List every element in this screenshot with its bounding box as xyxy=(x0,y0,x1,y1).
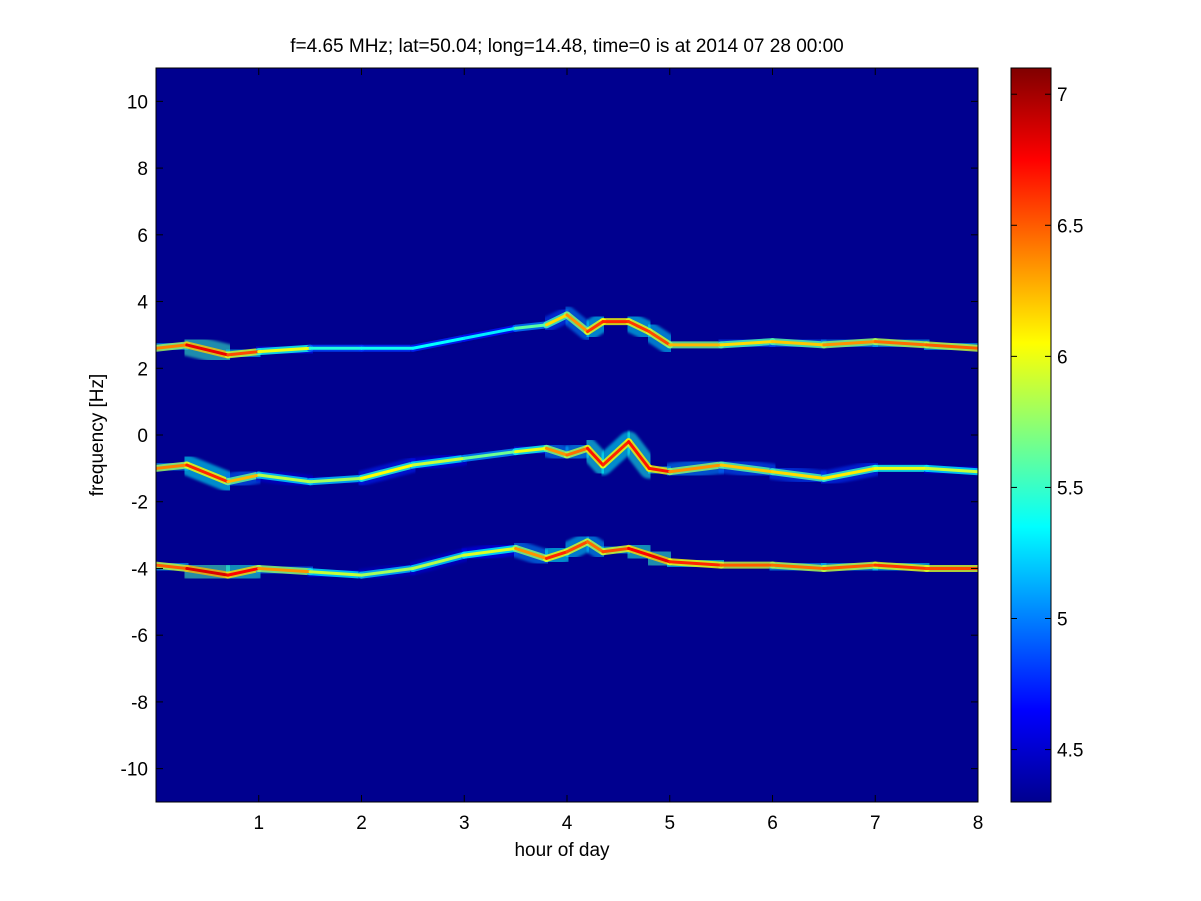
trace-ridge-segment xyxy=(586,320,605,334)
trace-ridge-segment xyxy=(226,566,261,577)
trace-ridge-segment xyxy=(601,440,631,467)
x-tick-label: 2 xyxy=(356,813,367,834)
trace-ridge-segment xyxy=(226,350,261,357)
trace-ridge-segment xyxy=(544,446,569,457)
trace-ridge-segment xyxy=(627,320,651,334)
y-tick-label: 2 xyxy=(137,359,148,380)
x-tick-label: 1 xyxy=(253,813,264,834)
trace-ridge-segment xyxy=(873,340,929,347)
trace-ridge-segment xyxy=(514,323,548,330)
trace-ridge-segment xyxy=(411,456,466,467)
y-tick-label: -4 xyxy=(131,559,148,580)
x-tick-label: 8 xyxy=(973,813,984,834)
colorbar-tick-label: 5 xyxy=(1057,610,1068,631)
trace-ridge-segment xyxy=(156,343,189,350)
y-tick-label: 8 xyxy=(137,159,148,180)
trace-ridge-segment xyxy=(719,463,774,474)
x-tick-label: 4 xyxy=(562,813,573,834)
x-tick-label: 6 xyxy=(767,813,778,834)
trace-ridge-segment xyxy=(257,473,312,484)
trace-ridge-segment xyxy=(257,566,312,574)
trace-ridge-segment xyxy=(462,546,518,557)
trace-ridge-segment xyxy=(462,450,518,460)
trace-ridge-segment xyxy=(647,466,672,474)
x-tick-label: 3 xyxy=(459,813,470,834)
spectral-traces xyxy=(156,306,978,587)
trace-ridge-segment xyxy=(411,553,466,570)
spectral-trace-1 xyxy=(156,306,978,366)
trace-ridge-segment xyxy=(156,563,189,570)
trace-ridge-segment xyxy=(925,466,978,474)
trace-ridge-segment xyxy=(565,446,590,457)
colorbar-tick-label: 5.5 xyxy=(1057,478,1083,499)
colorbar-ticks: 7 6.5 6 5.5 5 4.5 xyxy=(1011,85,1083,762)
trace-ridge-segment xyxy=(226,473,261,484)
trace-ridge-segment xyxy=(822,466,877,480)
colorbar-tick-label: 7 xyxy=(1057,85,1068,106)
trace-ridge-segment xyxy=(822,563,877,570)
y-tick-label: -6 xyxy=(131,626,148,647)
trace-ridge-segment xyxy=(156,463,189,470)
x-tick-label: 5 xyxy=(664,813,675,834)
trace-ridge-segment xyxy=(668,463,723,474)
trace-ridge-segment xyxy=(586,446,605,467)
trace-ridge-segment xyxy=(668,560,723,567)
trace-ridge-segment xyxy=(627,546,651,557)
trace-ridge-segment xyxy=(565,313,590,334)
trace-ridge-segment xyxy=(719,340,774,347)
y-tick-label: 4 xyxy=(137,293,148,314)
chart-title: f=4.65 MHz; lat=50.04; long=14.48, time=… xyxy=(290,36,844,57)
trace-ridge-segment xyxy=(185,566,230,577)
trace-ridge-segment xyxy=(185,463,230,484)
y-axis-label: frequency [Hz] xyxy=(87,374,108,497)
spectral-trace-2 xyxy=(156,431,978,492)
trace-ridge-segment xyxy=(360,463,415,480)
trace-ridge-segment xyxy=(771,470,826,480)
trace-ridge-segment xyxy=(601,546,631,554)
y-tick-label: -2 xyxy=(131,493,148,514)
colorbar-tick-label: 6.5 xyxy=(1057,216,1083,237)
trace-ridge-segment xyxy=(514,546,548,560)
trace-ridge-segment xyxy=(925,343,978,350)
plot-background xyxy=(156,68,978,802)
trace-ridge-segment xyxy=(544,313,569,327)
y-axis-ticks: 10 8 6 4 2 0 -2 -4 -6 -8 -10 xyxy=(121,92,978,781)
x-tick-label: 7 xyxy=(870,813,881,834)
trace-ridge-segment xyxy=(647,330,672,347)
trace-ridge-segment xyxy=(873,563,929,570)
trace-ridge-segment xyxy=(647,553,672,564)
trace-ridge-segment xyxy=(411,336,466,350)
y-tick-label: 0 xyxy=(137,426,148,447)
trace-ridge-segment xyxy=(771,563,826,570)
colorbar-tick-label: 6 xyxy=(1057,347,1068,368)
trace-ridge-segment xyxy=(771,340,826,347)
trace-ridge-segment xyxy=(544,550,569,560)
y-tick-label: 10 xyxy=(127,92,148,113)
trace-ridge-segment xyxy=(308,570,363,577)
trace-ridge-segment xyxy=(627,440,651,470)
y-tick-label: -10 xyxy=(121,760,148,781)
spectral-trace-3 xyxy=(156,532,978,587)
trace-ridge-segment xyxy=(360,566,415,577)
trace-ridge-segment xyxy=(586,540,605,554)
colorbar xyxy=(1010,67,1052,803)
x-axis-label: hour of day xyxy=(514,840,610,861)
trace-ridge-segment xyxy=(514,446,548,454)
y-tick-label: -8 xyxy=(131,693,148,714)
trace-ridge-segment xyxy=(185,343,230,357)
trace-ridge-segment xyxy=(462,326,518,340)
x-axis-ticks: 1 2 3 4 5 6 7 8 xyxy=(253,68,983,834)
trace-ridge-segment xyxy=(257,346,312,354)
y-tick-label: 6 xyxy=(137,226,148,247)
trace-ridge-segment xyxy=(308,476,363,484)
trace-ridge-segment xyxy=(822,340,877,347)
trace-ridge-segment xyxy=(565,540,590,554)
colorbar-tick-label: 4.5 xyxy=(1057,741,1083,762)
